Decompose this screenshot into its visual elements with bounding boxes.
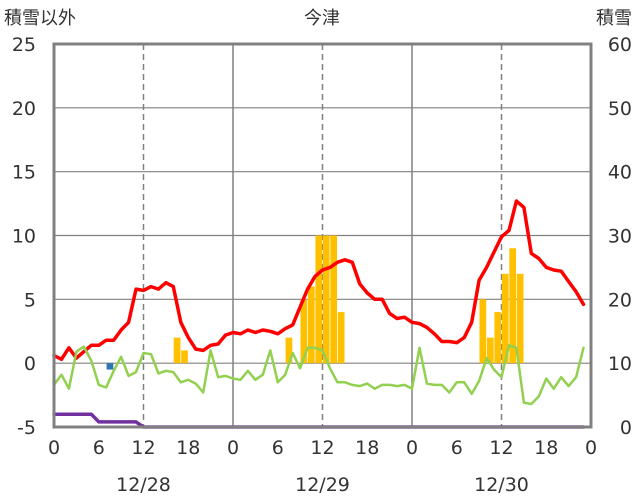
left-tick-label: 25 (12, 34, 36, 56)
x-date-label: 12/28 (116, 474, 171, 496)
bar (181, 350, 188, 364)
x-hour-tick-label: 12 (489, 437, 513, 459)
plot-frame (52, 42, 593, 429)
x-hour-tick-label: 18 (355, 437, 379, 459)
bar (479, 299, 487, 364)
bar (486, 337, 494, 364)
bar (285, 337, 293, 364)
left-tick-label: 15 (12, 162, 36, 184)
x-date-label: 12/30 (474, 474, 529, 496)
bar (501, 273, 509, 364)
x-hour-tick-label: 0 (48, 437, 60, 459)
x-hour-tick-label: 6 (272, 437, 284, 459)
x-hour-tick-label: 6 (93, 437, 105, 459)
x-hour-tick-label: 12 (310, 437, 334, 459)
bar (315, 235, 323, 364)
chart-title: 今津 (304, 8, 340, 29)
bar (106, 363, 114, 370)
x-hour-tick-label: 12 (131, 437, 155, 459)
x-hour-tick-label: 18 (176, 437, 200, 459)
right-tick-label: 0 (620, 417, 632, 439)
right-tick-label: 30 (608, 226, 632, 248)
right-tick-label: 20 (608, 289, 632, 311)
left-tick-label: 10 (12, 226, 36, 248)
axis-labels: 積雪以外 今津 積雪 (4, 8, 632, 29)
x-hour-tick-label: 0 (406, 437, 418, 459)
right-tick-label: 60 (608, 34, 632, 56)
bar (173, 337, 181, 364)
x-date-label: 12/29 (295, 474, 350, 496)
bar (300, 299, 308, 364)
bar (330, 235, 338, 364)
plot-border (52, 42, 593, 429)
left-tick-label: 0 (24, 353, 36, 375)
bar (494, 312, 502, 364)
series-line (52, 344, 585, 406)
bar (322, 235, 330, 364)
right-tick-label: 10 (608, 353, 632, 375)
x-hour-tick-label: 6 (451, 437, 463, 459)
x-hour-tick-label: 0 (585, 437, 597, 459)
bar (337, 312, 345, 364)
x-hour-tick-label: 0 (227, 437, 239, 459)
bar (509, 248, 517, 364)
left-tick-label: -5 (17, 417, 36, 439)
bar (307, 286, 315, 364)
right-tick-label: 50 (608, 98, 632, 120)
right-tick-label: 40 (608, 162, 632, 184)
bar (516, 273, 524, 364)
bar-series (106, 235, 524, 370)
series-line (52, 199, 586, 362)
left-tick-label: 20 (12, 98, 36, 120)
x-hour-tick-label: 18 (534, 437, 558, 459)
left-axis-label: 積雪以外 (4, 8, 76, 29)
left-tick-label: 5 (24, 289, 36, 311)
right-axis-label: 積雪 (596, 8, 632, 29)
